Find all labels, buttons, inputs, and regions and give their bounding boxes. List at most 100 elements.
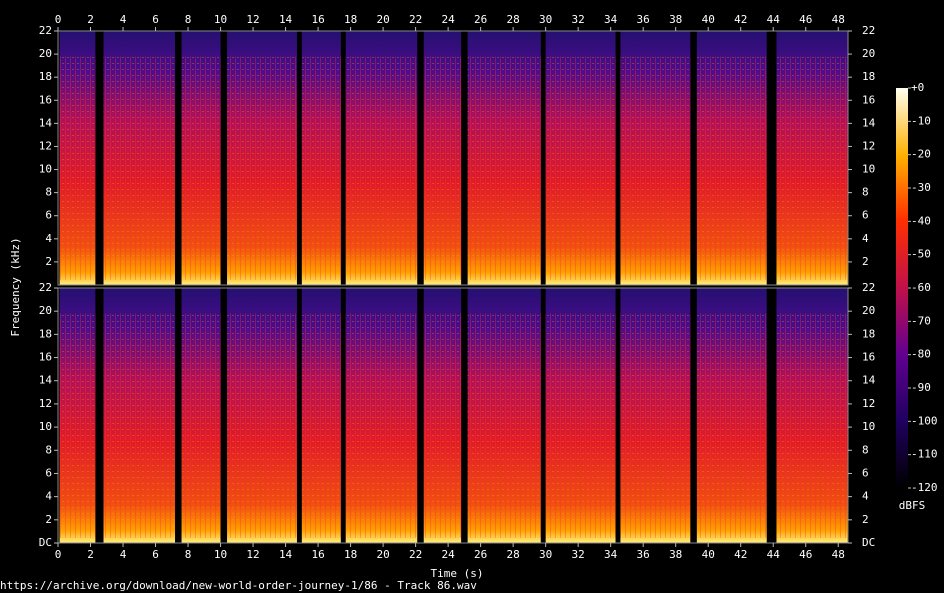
spectrogram-texture (696, 313, 767, 538)
x-tick-label: 6 (152, 548, 159, 561)
y-tick-label: 8 (45, 443, 52, 456)
spectrogram-texture (59, 313, 96, 538)
x-tick-label: 46 (799, 548, 812, 561)
x-axis-label: Time (s) (431, 567, 484, 580)
x-tick-label: 48 (832, 13, 845, 26)
spectrogram-texture (227, 313, 297, 538)
x-tick-label: 4 (120, 548, 127, 561)
plot-frame (57, 287, 849, 544)
x-tick-label: 32 (572, 548, 585, 561)
y-tick-label: 2 (45, 255, 52, 268)
y-tick-label: 18 (39, 70, 52, 83)
y-tick-label: 4 (45, 232, 52, 245)
y-tick-label: 4 (862, 232, 869, 245)
spectrogram-texture (776, 313, 848, 538)
y-tick-label: 4 (45, 490, 52, 503)
colorbar-tick-label: +0 (911, 81, 924, 94)
x-tick-label: 14 (279, 13, 293, 26)
colorbar-tick-label: -20 (911, 148, 931, 161)
spectrogram-texture (620, 56, 691, 280)
x-tick-label: 16 (311, 13, 324, 26)
spectrogram-texture (181, 313, 221, 538)
y-tick-label: 12 (39, 139, 52, 152)
plot-frame (57, 30, 849, 286)
x-tick-label: 12 (246, 548, 259, 561)
x-tick-label: 4 (120, 13, 127, 26)
y-tick-label: 18 (862, 70, 875, 83)
x-tick-label: 40 (702, 13, 715, 26)
x-tick-label: 10 (214, 13, 227, 26)
colorbar-tick-label: -30 (911, 181, 931, 194)
x-tick-label: 30 (539, 13, 552, 26)
spectrogram-texture (59, 56, 96, 280)
x-tick-label: 44 (767, 13, 781, 26)
x-tick-label: 36 (637, 548, 650, 561)
y-tick-label: 16 (39, 351, 52, 364)
y-tick-label: 8 (45, 186, 52, 199)
x-tick-label: 22 (409, 548, 422, 561)
spectrogram-texture (345, 313, 418, 538)
y-tick-label: 14 (39, 116, 53, 129)
colorbar-tick-label: -10 (911, 114, 931, 127)
y-tick-label: 18 (862, 327, 875, 340)
x-tick-label: 32 (572, 13, 585, 26)
y-tick-label: 18 (39, 327, 52, 340)
y-tick-label: 6 (862, 209, 869, 222)
x-tick-label: 38 (669, 13, 682, 26)
x-tick-label: 38 (669, 548, 682, 561)
y-tick-label: 10 (862, 163, 875, 176)
y-tick-label: 20 (862, 304, 875, 317)
x-tick-label: 26 (474, 13, 487, 26)
spectrogram-texture (423, 313, 462, 538)
spectrogram-texture (620, 313, 691, 538)
spectrogram-texture (776, 56, 848, 280)
x-tick-label: 0 (55, 548, 62, 561)
y-tick-label: 22 (39, 281, 52, 294)
x-tick-label: 2 (87, 548, 94, 561)
y-tick-label: 20 (862, 47, 875, 60)
x-tick-label: 34 (604, 548, 618, 561)
x-tick-label: 28 (507, 13, 520, 26)
x-tick-label: 18 (344, 548, 357, 561)
y-tick-label: 10 (39, 420, 52, 433)
x-tick-label: 8 (185, 13, 192, 26)
colorbar-label: dBFS (899, 499, 926, 512)
y-tick-label: 2 (862, 513, 869, 526)
y-tick-label: 6 (862, 466, 869, 479)
spectrogram-texture (696, 56, 767, 280)
x-tick-label: 48 (832, 548, 845, 561)
x-tick-label: 10 (214, 548, 227, 561)
x-tick-label: 24 (441, 13, 455, 26)
y-tick-label: 16 (39, 93, 52, 106)
x-tick-label: 20 (376, 13, 389, 26)
y-tick-label: DC (39, 536, 52, 549)
y-tick-label: 10 (39, 163, 52, 176)
y-tick-label: 12 (862, 139, 875, 152)
colorbar-tick-label: -90 (911, 381, 931, 394)
x-tick-label: 16 (311, 548, 324, 561)
y-tick-label: 2 (45, 513, 52, 526)
x-tick-label: 40 (702, 548, 715, 561)
y-tick-label: 12 (39, 397, 52, 410)
x-tick-label: 8 (185, 548, 192, 561)
x-tick-label: 20 (376, 548, 389, 561)
y-tick-label: 16 (862, 351, 875, 364)
y-tick-label: 14 (39, 374, 53, 387)
x-tick-label: 46 (799, 13, 812, 26)
colorbar (896, 88, 908, 488)
spectrogram-texture (227, 56, 297, 280)
x-tick-label: 44 (767, 548, 781, 561)
colorbar-tick-label: -110 (911, 448, 938, 461)
y-tick-label: 20 (39, 47, 52, 60)
x-tick-label: 14 (279, 548, 293, 561)
colorbar-tick-label: -70 (911, 314, 931, 327)
x-tick-label: 26 (474, 548, 487, 561)
x-tick-label: 22 (409, 13, 422, 26)
y-tick-label: 22 (862, 281, 875, 294)
y-tick-label: 22 (39, 24, 52, 37)
spectrogram-texture (467, 313, 541, 538)
x-tick-label: 24 (441, 548, 455, 561)
y-tick-label: 6 (45, 466, 52, 479)
